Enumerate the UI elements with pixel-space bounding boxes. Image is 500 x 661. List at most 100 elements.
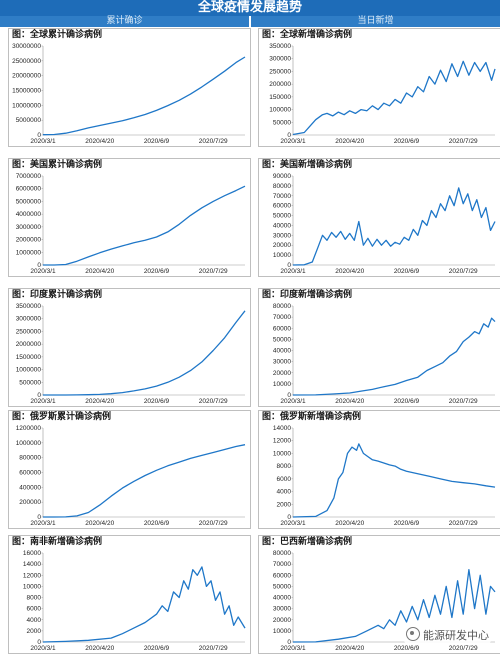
y-tick-label: 6000 bbox=[27, 606, 42, 613]
chart-panel-us-daily: 0 10000 20000 30000 40000 50000 60000 70000 8000… bbox=[258, 158, 500, 277]
watermark-text: 能源研发中心 bbox=[423, 629, 489, 642]
chart-svg-russia-daily: 0 2000 4000 6000 8000 10000 12000 14000 2020/3/1… bbox=[273, 425, 496, 527]
x-tick-label: 2020/3/1 bbox=[30, 520, 56, 527]
y-tick-label: 90000 bbox=[273, 173, 291, 180]
x-tick-label: 2020/7/29 bbox=[449, 520, 478, 527]
series-line bbox=[42, 56, 246, 136]
x-tick-label: 2020/3/1 bbox=[280, 138, 306, 145]
y-tick-label: 30000 bbox=[273, 359, 291, 366]
x-tick-label: 2020/3/1 bbox=[30, 398, 56, 405]
y-tick-label: 70000 bbox=[273, 193, 291, 200]
x-tick-label: 2020/3/1 bbox=[30, 268, 56, 275]
y-tick-label: 1000000 bbox=[16, 249, 42, 256]
x-tick-label: 2020/7/29 bbox=[449, 398, 478, 405]
y-tick-label: 30000000 bbox=[12, 43, 41, 50]
chart-panel-south-africa-daily: 0 2000 4000 6000 8000 10000 12000 14000 16000 202… bbox=[8, 535, 251, 654]
x-tick-label: 2020/3/1 bbox=[280, 645, 306, 652]
x-tick-label: 2020/7/29 bbox=[199, 138, 228, 145]
page-title: 全球疫情发展趋势 bbox=[0, 0, 500, 16]
y-tick-label: 400000 bbox=[19, 484, 41, 491]
x-tick-label: 2020/4/20 bbox=[85, 520, 114, 527]
y-tick-label: 2500000 bbox=[16, 328, 42, 335]
y-tick-label: 40000 bbox=[273, 222, 291, 229]
y-tick-label: 10000 bbox=[23, 583, 41, 590]
x-tick-label: 2020/4/20 bbox=[335, 268, 364, 275]
y-tick-label: 10000 bbox=[273, 381, 291, 388]
chart-title: 图：美国新增确诊病例 bbox=[262, 160, 353, 170]
chart-svg-global-daily: 0 50000 100000 150000 200000 250000 300000 3500… bbox=[269, 43, 496, 145]
x-tick-label: 2020/4/20 bbox=[335, 398, 364, 405]
y-tick-label: 80000 bbox=[273, 303, 291, 310]
y-tick-label: 350000 bbox=[269, 43, 291, 50]
y-tick-label: 10000000 bbox=[12, 102, 41, 109]
y-tick-label: 200000 bbox=[19, 499, 41, 506]
chart-panel-global-daily: 0 50000 100000 150000 200000 250000 300000 3500… bbox=[258, 28, 500, 147]
y-tick-label: 4000 bbox=[27, 617, 42, 624]
x-tick-label: 2020/4/20 bbox=[85, 268, 114, 275]
y-tick-label: 20000 bbox=[273, 242, 291, 249]
y-tick-label: 7000000 bbox=[16, 173, 42, 180]
chart-title: 图：印度累计确诊病例 bbox=[12, 290, 103, 300]
y-tick-label: 0 bbox=[37, 392, 41, 399]
y-tick-label: 3000000 bbox=[16, 316, 42, 323]
y-tick-label: 200000 bbox=[269, 81, 291, 88]
y-tick-label: 25000000 bbox=[12, 58, 41, 65]
chart-svg-global-cumulative: 0 5000000 10000000 15000000 20000000 25000000… bbox=[12, 43, 246, 145]
series-line bbox=[292, 317, 496, 396]
y-tick-label: 8000 bbox=[277, 463, 292, 470]
y-tick-label: 2000 bbox=[277, 501, 292, 508]
y-tick-label: 800000 bbox=[19, 455, 41, 462]
x-tick-label: 2020/7/29 bbox=[449, 268, 478, 275]
y-tick-label: 60000 bbox=[273, 325, 291, 332]
x-tick-label: 2020/6/9 bbox=[144, 398, 170, 405]
x-tick-label: 2020/3/1 bbox=[30, 138, 56, 145]
y-tick-label: 4000 bbox=[277, 489, 292, 496]
y-tick-label: 5000000 bbox=[16, 198, 42, 205]
chart-svg-south-africa-daily: 0 2000 4000 6000 8000 10000 12000 14000 16000 202… bbox=[23, 550, 246, 652]
y-tick-label: 0 bbox=[37, 639, 41, 646]
y-tick-label: 16000 bbox=[23, 550, 41, 557]
y-tick-label: 150000 bbox=[269, 94, 291, 101]
y-tick-label: 100000 bbox=[269, 107, 291, 114]
y-tick-label: 14000 bbox=[23, 561, 41, 568]
y-tick-label: 0 bbox=[287, 639, 291, 646]
series-line bbox=[292, 443, 496, 518]
chart-svg-india-daily: 0 10000 20000 30000 40000 50000 60000 70000 8000… bbox=[273, 303, 496, 405]
y-tick-label: 30000 bbox=[273, 232, 291, 239]
chart-title: 图：俄罗斯新增确诊病例 bbox=[262, 412, 362, 422]
y-tick-label: 1000000 bbox=[16, 440, 42, 447]
y-tick-label: 14000 bbox=[273, 425, 291, 432]
series-line bbox=[292, 569, 496, 643]
chart-svg-india-cumulative: 0 500000 1000000 1500000 2000000 2500000 30000… bbox=[16, 303, 246, 405]
x-tick-label: 2020/6/9 bbox=[394, 398, 420, 405]
chart-title: 图：美国累计确诊病例 bbox=[12, 160, 103, 170]
chart-title: 图：俄罗斯累计确诊病例 bbox=[12, 412, 112, 422]
series-line bbox=[292, 60, 496, 136]
y-tick-label: 0 bbox=[37, 514, 41, 521]
wechat-icon bbox=[406, 627, 420, 641]
y-tick-label: 30000 bbox=[273, 606, 291, 613]
x-tick-label: 2020/4/20 bbox=[85, 645, 114, 652]
y-tick-label: 70000 bbox=[273, 561, 291, 568]
cumulative-column-header: 累计确诊 bbox=[0, 16, 249, 27]
x-tick-label: 2020/6/9 bbox=[394, 138, 420, 145]
daily-new-column-header: 当日新增 bbox=[251, 16, 500, 27]
x-tick-label: 2020/3/1 bbox=[280, 268, 306, 275]
chart-title: 图：全球新增确诊病例 bbox=[262, 30, 353, 40]
chart-title: 图：全球累计确诊病例 bbox=[12, 30, 103, 40]
y-tick-label: 0 bbox=[37, 262, 41, 269]
x-tick-label: 2020/7/29 bbox=[449, 645, 478, 652]
y-tick-label: 600000 bbox=[19, 470, 41, 477]
chart-panel-india-daily: 0 10000 20000 30000 40000 50000 60000 70000 8000… bbox=[258, 288, 500, 407]
y-tick-label: 70000 bbox=[273, 314, 291, 321]
chart-svg-us-cumulative: 0 1000000 2000000 3000000 4000000 5000000 6000… bbox=[16, 173, 246, 275]
y-tick-label: 15000000 bbox=[12, 88, 41, 95]
y-tick-label: 6000000 bbox=[16, 186, 42, 193]
y-tick-label: 250000 bbox=[269, 68, 291, 75]
chart-svg-us-daily: 0 10000 20000 30000 40000 50000 60000 70000 8000… bbox=[273, 173, 496, 275]
y-tick-label: 0 bbox=[37, 132, 41, 139]
y-tick-label: 3500000 bbox=[16, 303, 42, 310]
y-tick-label: 80000 bbox=[273, 183, 291, 190]
y-tick-label: 2000000 bbox=[16, 237, 42, 244]
y-tick-label: 0 bbox=[287, 132, 291, 139]
